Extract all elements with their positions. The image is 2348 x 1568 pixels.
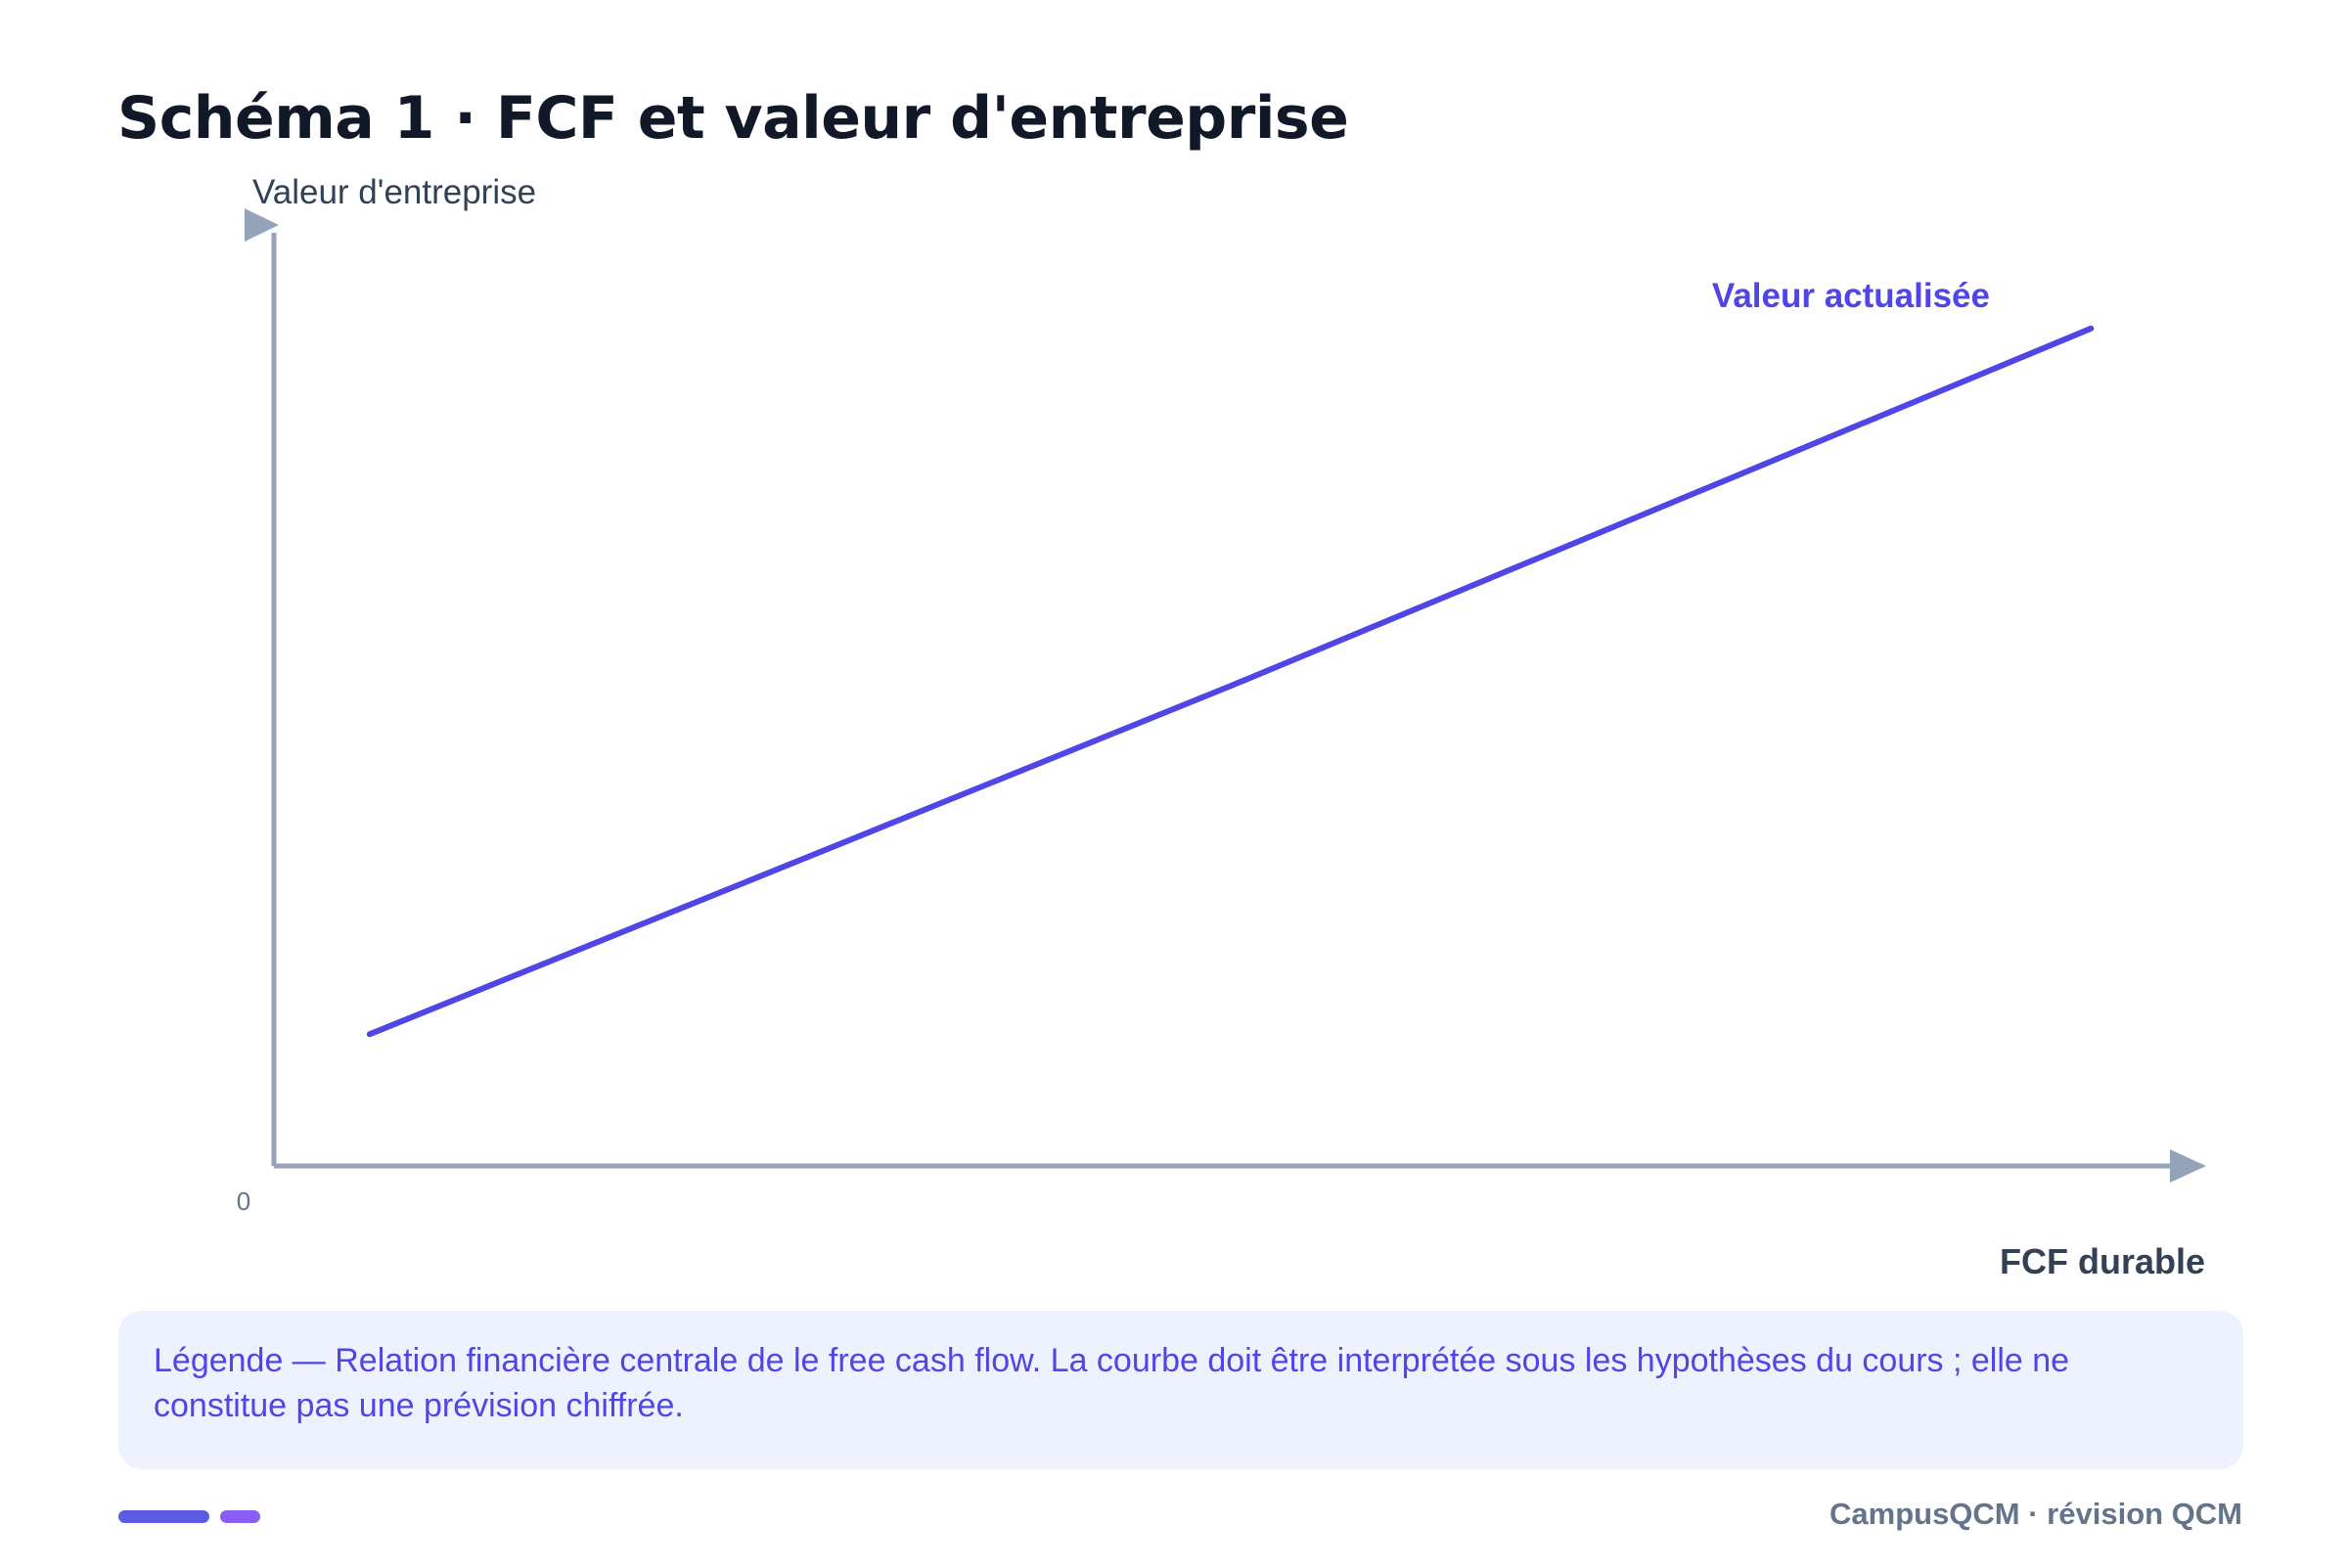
series-line-valeur-actualisee — [366, 325, 2095, 1038]
footer-accent-bar — [220, 1510, 260, 1523]
origin-label: 0 — [237, 1187, 250, 1216]
y-axis-label: Valeur d'entreprise — [252, 173, 536, 211]
page-title: Schéma 1 · FCF et valeur d'entreprise — [117, 84, 1349, 153]
legend-caption: Légende — Relation financière centrale d… — [118, 1311, 2243, 1469]
series-label: Valeur actualisée — [1712, 277, 1990, 315]
x-axis-label: FCF durable — [2000, 1241, 2205, 1281]
x-axis-arrow — [2170, 1149, 2206, 1183]
y-axis-arrow — [245, 208, 279, 242]
footer-brand: CampusQCM · révision QCM — [1829, 1497, 2242, 1531]
footer-accent-bar — [118, 1510, 209, 1523]
